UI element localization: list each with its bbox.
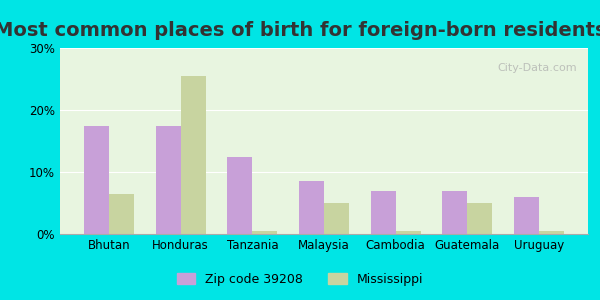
Bar [253, 231, 277, 234]
Bar [371, 190, 395, 234]
Bar [155, 125, 181, 234]
Text: City-Data.com: City-Data.com [498, 63, 577, 73]
Bar [395, 231, 421, 234]
Bar [467, 203, 493, 234]
Bar [539, 231, 564, 234]
Bar [227, 157, 253, 234]
Text: Most common places of birth for foreign-born residents: Most common places of birth for foreign-… [0, 21, 600, 40]
Bar [299, 181, 324, 234]
Bar [109, 194, 134, 234]
Bar [514, 197, 539, 234]
Bar [181, 76, 206, 234]
Bar [442, 190, 467, 234]
Bar [324, 203, 349, 234]
Legend: Zip code 39208, Mississippi: Zip code 39208, Mississippi [172, 268, 428, 291]
Bar [84, 125, 109, 234]
